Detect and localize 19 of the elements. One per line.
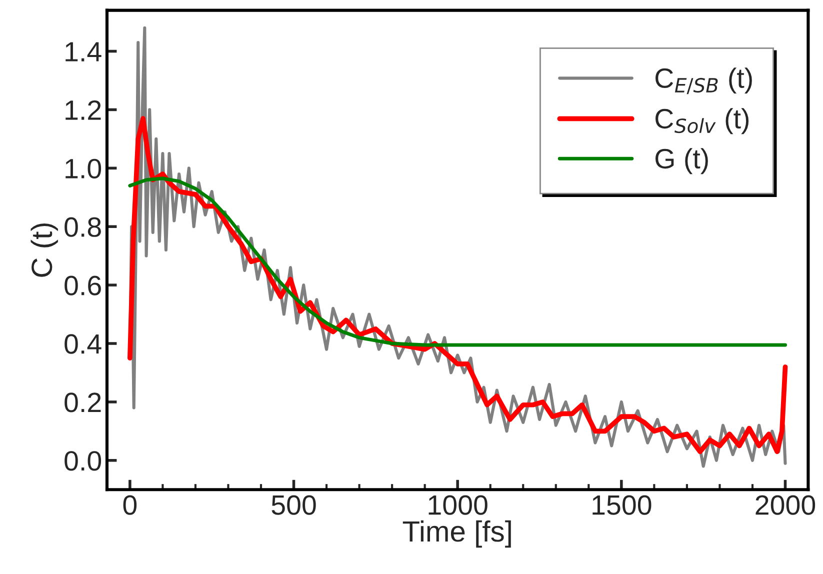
y-tick-label: 1.0 [66, 158, 102, 178]
x-tick-label: 1000 [428, 495, 488, 515]
y-tick-label: 1.4 [66, 42, 102, 62]
x-tick-label: 1500 [592, 495, 652, 515]
y-tick-label: 0.4 [64, 334, 102, 354]
x-axis-title: Time [fs] [402, 520, 511, 548]
x-tick-label: 2000 [756, 495, 816, 515]
y-tick-label: 1.2 [66, 100, 101, 120]
y-tick-label: 0.6 [64, 276, 101, 296]
y-tick-label: 0.0 [64, 451, 102, 471]
y-axis-title: C (t) [30, 223, 58, 277]
legend-label: G (t) [655, 148, 708, 174]
x-tick-label: 0 [123, 495, 137, 515]
y-tick-label: 0.8 [64, 217, 101, 237]
line-series [128, 176, 787, 347]
y-tick-label: 0.2 [64, 392, 101, 412]
legend-label: C$_{Solv}$ (t) [656, 108, 749, 134]
x-tick-label: 500 [272, 495, 316, 515]
legend-label: C$_{E/SB}$ (t) [656, 68, 752, 94]
